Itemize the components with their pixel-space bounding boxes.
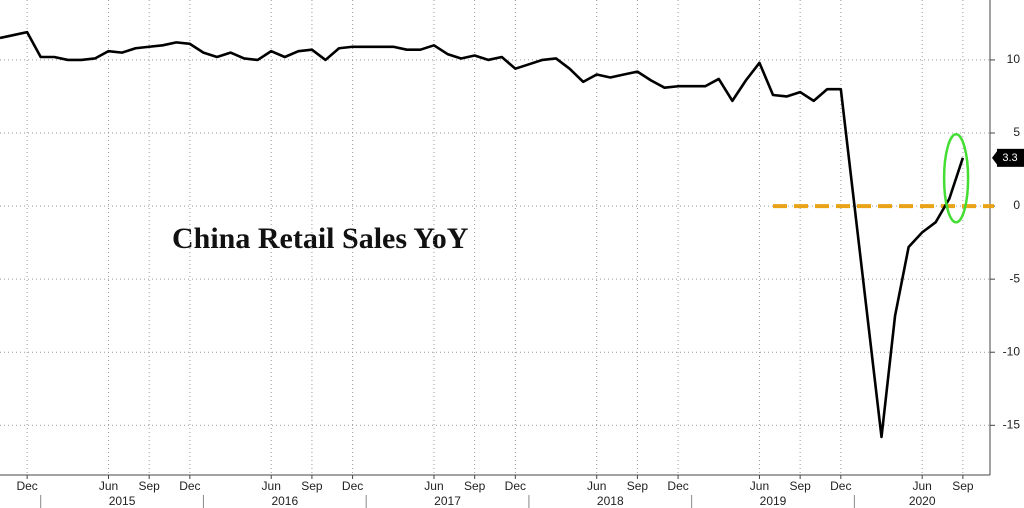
- last-value-box: [997, 148, 1024, 167]
- last-value-pointer: [992, 149, 998, 166]
- x-tick-label: Dec: [830, 479, 851, 493]
- x-tick-label: Sep: [789, 479, 811, 493]
- x-tick-label: Sep: [952, 479, 974, 493]
- x-tick-label: Dec: [505, 479, 526, 493]
- year-label: 2016: [271, 494, 298, 508]
- chart-title: China Retail Sales YoY: [172, 222, 469, 255]
- x-tick-label: Jun: [913, 479, 932, 493]
- x-tick-label: Jun: [587, 479, 606, 493]
- year-label: 2015: [109, 494, 136, 508]
- y-tick-label: 5: [1013, 125, 1020, 139]
- last-value-label: 3.3: [1002, 152, 1017, 164]
- y-tick-label: 0: [1013, 198, 1020, 212]
- x-tick-label: Sep: [301, 479, 323, 493]
- year-label: 2018: [597, 494, 624, 508]
- x-tick-label: Dec: [179, 479, 200, 493]
- x-tick-label: Dec: [667, 479, 688, 493]
- x-tick-label: Sep: [138, 479, 160, 493]
- y-tick-label: 10: [1007, 52, 1021, 66]
- x-tick-label: Jun: [99, 479, 118, 493]
- year-label: 2019: [760, 494, 787, 508]
- highlight-ellipse: [942, 133, 970, 224]
- x-tick-label: Dec: [342, 479, 363, 493]
- y-tick-label: -5: [1009, 271, 1020, 285]
- x-tick-label: Jun: [262, 479, 281, 493]
- y-tick-label: -15: [1003, 417, 1021, 431]
- x-tick-label: Jun: [750, 479, 769, 493]
- x-tick-label: Jun: [424, 479, 443, 493]
- year-label: 2020: [909, 494, 936, 508]
- x-tick-label: Sep: [627, 479, 649, 493]
- year-label: 2017: [434, 494, 461, 508]
- y-tick-label: -10: [1003, 344, 1021, 358]
- x-tick-label: Sep: [464, 479, 486, 493]
- line: [0, 30, 965, 439]
- x-tick-label: Dec: [16, 479, 37, 493]
